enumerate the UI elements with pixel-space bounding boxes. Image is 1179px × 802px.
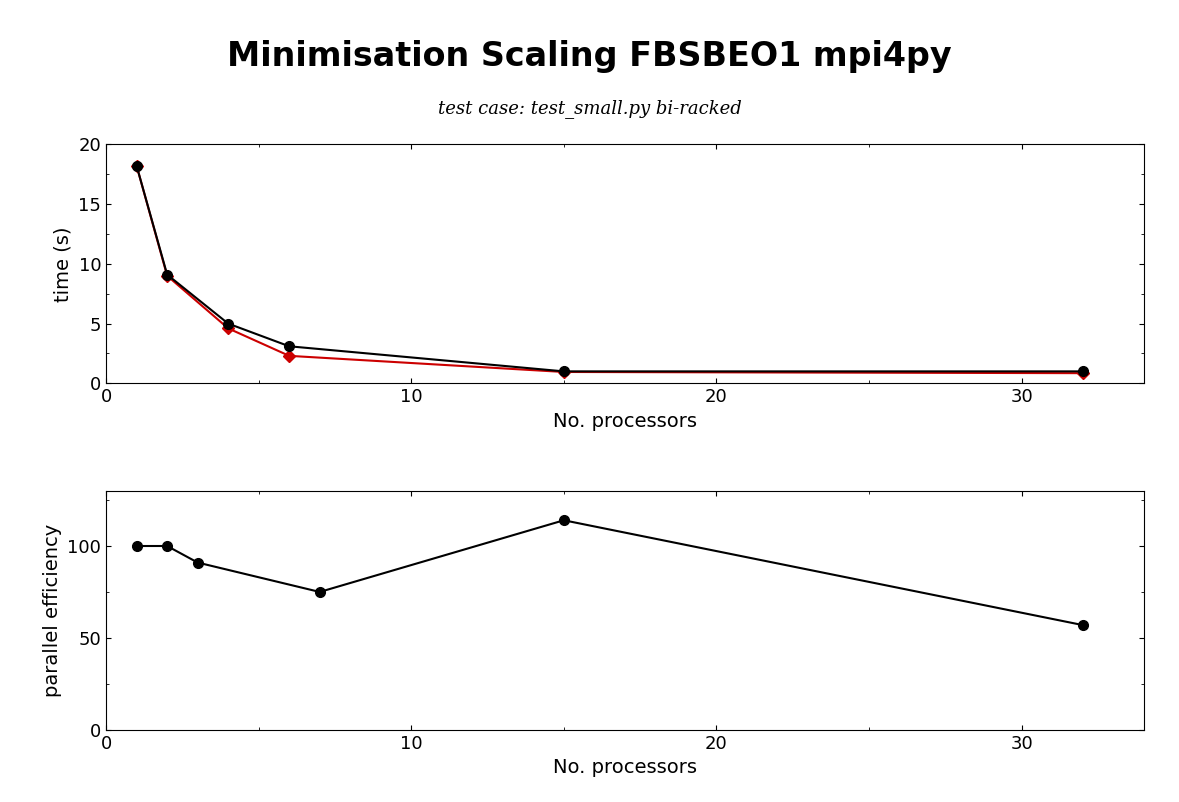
Text: Minimisation Scaling FBSBEO1 mpi4py: Minimisation Scaling FBSBEO1 mpi4py xyxy=(228,39,951,73)
Y-axis label: time (s): time (s) xyxy=(54,226,73,302)
X-axis label: No. processors: No. processors xyxy=(553,411,697,431)
Text: test case: test_small.py bi-racked: test case: test_small.py bi-racked xyxy=(437,99,742,118)
X-axis label: No. processors: No. processors xyxy=(553,758,697,777)
Y-axis label: parallel efficiency: parallel efficiency xyxy=(42,524,61,697)
